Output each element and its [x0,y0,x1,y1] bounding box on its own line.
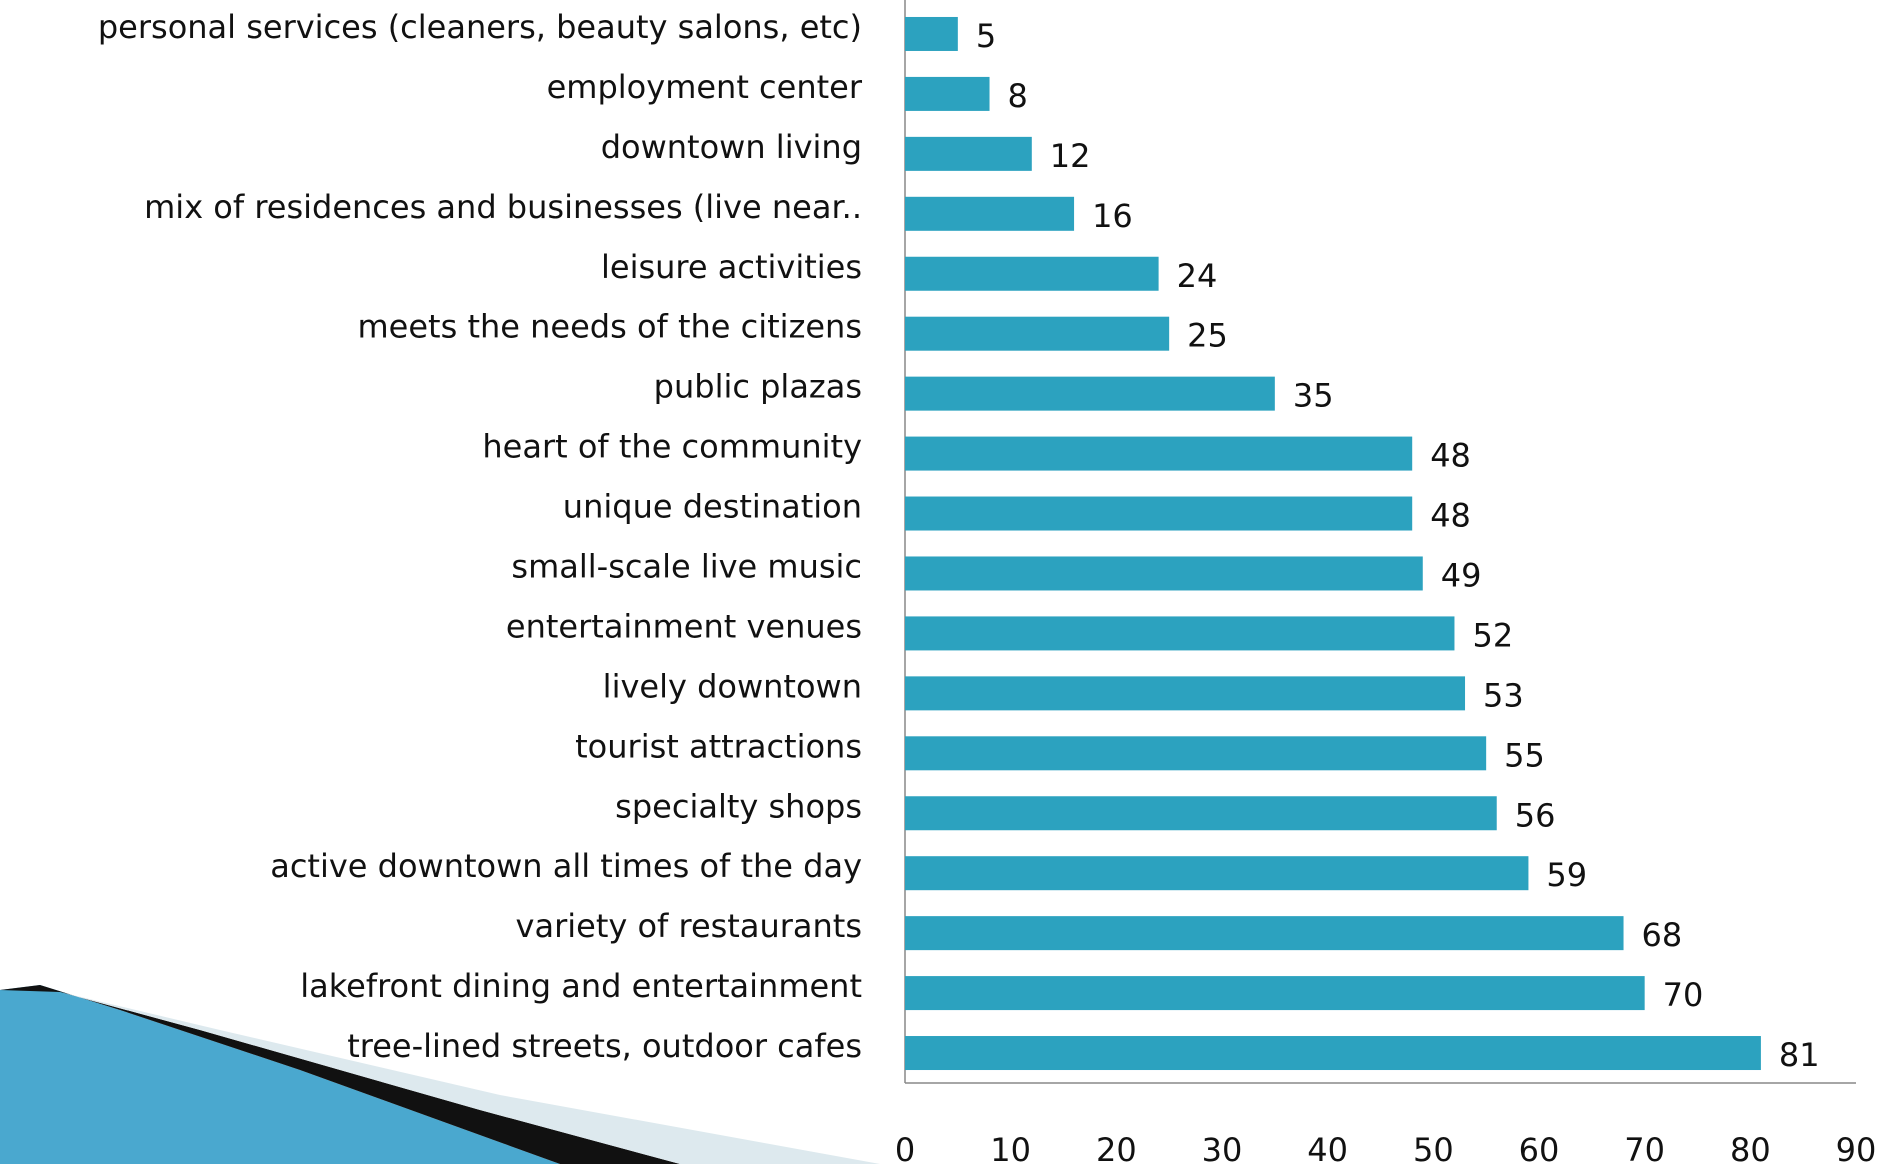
y-tick-label: meets the needs of the citizens [358,308,863,346]
y-tick-label: public plazas [654,368,862,406]
y-tick-label: leisure activities [601,248,862,286]
y-tick-label: entertainment venues [506,607,862,645]
bar [905,16,958,51]
y-tick-label: mix of residences and businesses (live n… [144,188,862,226]
value-label: 25 [1187,317,1228,355]
y-tick-label: personal services (cleaners, beauty salo… [98,8,862,46]
y-tick-label: downtown living [601,128,862,166]
bar [905,376,1275,411]
swoosh-blue [0,985,560,1164]
x-tick-label: 90 [1836,1131,1877,1164]
value-label: 16 [1092,197,1133,235]
bar [905,496,1413,531]
y-tick-label: tree-lined streets, outdoor cafes [347,1027,862,1065]
y-tick-label: lively downtown [603,667,862,705]
bar [905,1036,1761,1071]
bar [905,256,1159,291]
bar [905,316,1170,351]
value-label: 53 [1483,676,1524,714]
y-tick-label: employment center [547,68,863,106]
value-label: 81 [1779,1036,1820,1074]
bar [905,976,1645,1011]
y-tick-label: tourist attractions [575,727,862,765]
bar [905,136,1032,171]
decoration [0,985,880,1164]
value-label: 48 [1430,437,1471,475]
bar [905,436,1413,471]
bar [905,676,1466,711]
y-tick-label: heart of the community [482,428,862,466]
value-label: 8 [1008,77,1028,115]
y-tick-label: small-scale live music [511,547,862,585]
x-tick-label: 60 [1519,1131,1560,1164]
x-tick-label: 50 [1413,1131,1454,1164]
value-label: 59 [1546,856,1587,894]
value-label: 55 [1504,736,1545,774]
value-label: 70 [1663,976,1704,1014]
y-tick-label: active downtown all times of the day [270,847,862,885]
bar [905,916,1624,951]
bar [905,76,990,111]
x-tick-label: 80 [1730,1131,1771,1164]
value-label: 12 [1050,137,1091,175]
swoosh-dark [0,985,680,1164]
value-label: 49 [1441,556,1482,594]
bar [905,196,1075,231]
bar [905,856,1529,891]
x-tick-label: 40 [1307,1131,1348,1164]
value-label: 48 [1430,497,1471,535]
x-tick-label: 0 [895,1131,915,1164]
x-tick-label: 70 [1624,1131,1665,1164]
x-tick-label: 10 [990,1131,1031,1164]
value-label: 24 [1177,257,1218,295]
value-label: 52 [1472,616,1513,654]
y-tick-label: lakefront dining and entertainment [300,967,862,1005]
y-tick-label: specialty shops [615,787,862,825]
bar [905,556,1423,591]
value-label: 5 [976,17,996,55]
value-label: 68 [1642,916,1683,954]
value-label: 35 [1293,377,1334,415]
x-tick-label: 20 [1096,1131,1137,1164]
x-tick-label: 30 [1202,1131,1243,1164]
value-label: 56 [1515,796,1556,834]
bar [905,616,1455,651]
y-tick-label: variety of restaurants [516,907,862,945]
y-tick-label: unique destination [563,488,862,526]
bar [905,796,1497,831]
bar [905,736,1487,771]
